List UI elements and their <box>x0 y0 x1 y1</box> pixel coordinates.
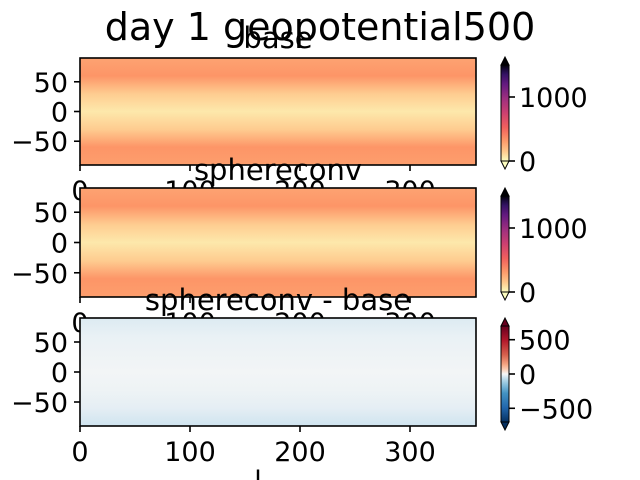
colorbar-tick-label: 0 <box>519 278 536 309</box>
panel-1-title: base <box>243 21 312 55</box>
y-ticks: 500−50 <box>11 198 80 290</box>
x-ticks: 0 100 200 300 <box>71 426 436 468</box>
heatmap-field <box>80 58 476 165</box>
colorbar-extend-top <box>500 55 510 66</box>
colorbar-tick-label: 1000 <box>519 214 588 245</box>
y-tick-label: 0 <box>51 358 68 389</box>
y-ticks: 500−50 <box>11 68 80 158</box>
colorbar-extend-top <box>500 186 510 197</box>
colorbar-body <box>500 195 510 293</box>
colorbar-tick-label: 1000 <box>519 83 588 114</box>
y-tick-label: 0 <box>51 98 68 129</box>
x-tick-label: 300 <box>384 437 436 468</box>
colorbar-body <box>500 64 510 162</box>
figure-suptitle: day 1 geopotential500 <box>105 5 536 49</box>
heatmap-field <box>80 318 476 426</box>
y-tick-label: −50 <box>11 388 68 419</box>
panel-3-title: sphereconv - base <box>145 283 411 317</box>
x-tick-label: 200 <box>274 437 326 468</box>
y-ticks: 500−50 <box>11 328 80 419</box>
y-tick-label: 0 <box>51 229 68 260</box>
x-tick-label: 0 <box>71 437 88 468</box>
heatmap-field <box>80 188 476 297</box>
y-tick-label: 50 <box>34 198 68 229</box>
colorbar-extend-bottom <box>500 421 510 432</box>
colorbar-tick-label: 0 <box>519 147 536 178</box>
colorbar-extend-top <box>500 316 510 327</box>
y-tick-label: 50 <box>34 68 68 99</box>
colorbar: 0 1000 <box>500 186 588 309</box>
colorbar: 0 1000 <box>500 55 588 178</box>
panel-2-title: sphereconv <box>194 153 362 187</box>
colorbar-tick-label: 500 <box>519 326 571 357</box>
colorbar-tick-label: 0 <box>519 360 536 391</box>
y-tick-label: −50 <box>11 127 68 158</box>
colorbar-body <box>500 325 510 423</box>
colorbar-extend-bottom <box>500 291 510 302</box>
y-tick-label: 50 <box>34 328 68 359</box>
colorbar-extend-bottom <box>500 160 510 171</box>
colorbar-tick-label: −500 <box>519 394 593 425</box>
x-axis-label-fragment: l <box>254 466 262 480</box>
x-tick-label: 100 <box>164 437 216 468</box>
y-tick-label: −50 <box>11 259 68 290</box>
